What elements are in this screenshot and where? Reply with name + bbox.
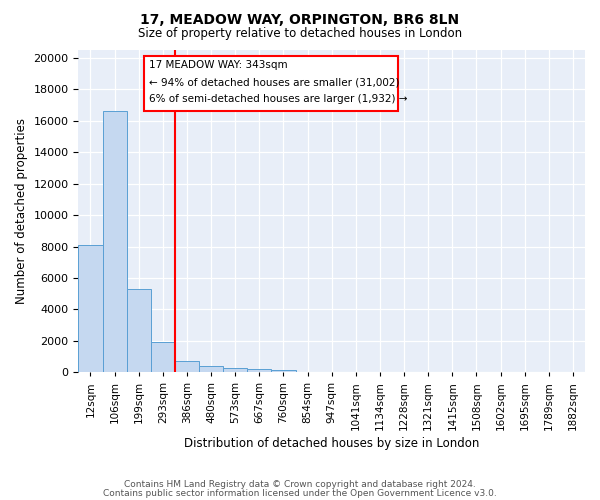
Text: Size of property relative to detached houses in London: Size of property relative to detached ho…	[138, 28, 462, 40]
Bar	[175, 362, 199, 372]
Text: ← 94% of detached houses are smaller (31,002): ← 94% of detached houses are smaller (31…	[149, 78, 400, 88]
Text: 17, MEADOW WAY, ORPINGTON, BR6 8LN: 17, MEADOW WAY, ORPINGTON, BR6 8LN	[140, 12, 460, 26]
Text: Contains public sector information licensed under the Open Government Licence v3: Contains public sector information licen…	[103, 488, 497, 498]
Bar	[127, 289, 151, 372]
Bar	[247, 370, 271, 372]
Text: 6% of semi-detached houses are larger (1,932) →: 6% of semi-detached houses are larger (1…	[149, 94, 408, 104]
X-axis label: Distribution of detached houses by size in London: Distribution of detached houses by size …	[184, 437, 479, 450]
Bar	[144, 56, 398, 111]
Text: Contains HM Land Registry data © Crown copyright and database right 2024.: Contains HM Land Registry data © Crown c…	[124, 480, 476, 489]
Bar	[151, 342, 175, 372]
Bar	[79, 245, 103, 372]
Bar	[223, 368, 247, 372]
Y-axis label: Number of detached properties: Number of detached properties	[15, 118, 28, 304]
Bar	[199, 366, 223, 372]
Bar	[103, 112, 127, 372]
Text: 17 MEADOW WAY: 343sqm: 17 MEADOW WAY: 343sqm	[149, 60, 288, 70]
Bar	[271, 370, 296, 372]
